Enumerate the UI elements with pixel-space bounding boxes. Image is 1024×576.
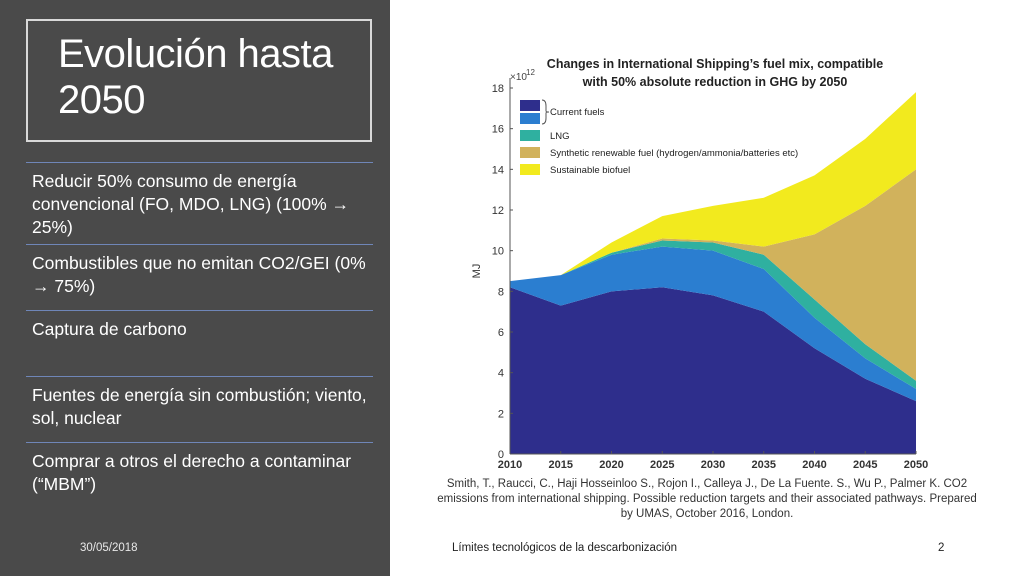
y-tick-label: 10 [492, 246, 504, 258]
y-tick-label: 2 [498, 408, 504, 420]
x-tick-label: 2035 [752, 459, 776, 471]
y-tick-label: 4 [498, 368, 504, 380]
bullet-list: Reducir 50% consumo de energía convencio… [26, 162, 373, 502]
x-tick-label: 2040 [802, 459, 826, 471]
fuel-mix-chart: Changes in International Shipping’s fuel… [430, 48, 990, 528]
y-tick-label: 8 [498, 286, 504, 298]
legend-swatch [520, 164, 540, 175]
area-series [510, 169, 916, 381]
y-tick-label: 6 [498, 327, 504, 339]
footer-page-number: 2 [938, 542, 945, 554]
y-tick-label: 12 [492, 205, 504, 217]
legend-bracket [541, 99, 550, 125]
legend-swatch [520, 130, 540, 141]
x-tick-label: 2025 [650, 459, 674, 471]
x-tick-label: 2050 [904, 459, 928, 471]
chart-title: Changes in International Shipping’s fuel… [547, 57, 883, 71]
chart-svg: Changes in International Shipping’s fuel… [471, 57, 928, 471]
x-tick-label: 2010 [498, 459, 522, 471]
area-series [510, 287, 916, 454]
area-series [510, 92, 916, 282]
bullet-item: Combustibles que no emitan CO2/GEI (0% →… [26, 244, 373, 310]
legend-swatch [520, 100, 540, 111]
y-tick-label: 16 [492, 124, 504, 136]
legend-label: Current fuels [550, 107, 605, 118]
bullet-item: Reducir 50% consumo de energía convencio… [26, 162, 373, 244]
legend-label: Sustainable biofuel [550, 165, 630, 176]
legend-swatch [520, 113, 540, 124]
bullet-item: Fuentes de energía sin combustión; vient… [26, 376, 373, 442]
y-axis-label: MJ [471, 264, 483, 279]
legend-label: Synthetic renewable fuel (hydrogen/ammon… [550, 148, 798, 159]
x-tick-label: 2030 [701, 459, 725, 471]
legend-swatch [520, 147, 540, 158]
y-exponent-power: 12 [526, 68, 535, 77]
bullet-item: Captura de carbono [26, 310, 373, 376]
x-tick-label: 2020 [599, 459, 623, 471]
left-panel: Evolución hasta 2050 Reducir 50% consumo… [0, 0, 390, 576]
y-tick-label: 18 [492, 83, 504, 95]
chart-title: with 50% absolute reduction in GHG by 20… [582, 75, 848, 89]
area-series [510, 246, 916, 402]
x-tick-label: 2015 [549, 459, 573, 471]
slide-title: Evolución hasta 2050 [26, 19, 372, 142]
footer-date: 30/05/2018 [80, 542, 138, 554]
footer-center-text: Límites tecnológicos de la descarbonizac… [452, 542, 678, 554]
y-tick-label: 0 [498, 449, 504, 461]
y-exponent-label: ×10 [510, 72, 527, 83]
bullet-item: Comprar a otros el derecho a contaminar … [26, 442, 373, 502]
x-tick-label: 2045 [853, 459, 877, 471]
citation: Smith, T., Raucci, C., Haji Hosseinloo S… [437, 478, 977, 520]
y-tick-label: 14 [492, 164, 504, 176]
legend-label: LNG [550, 131, 570, 142]
